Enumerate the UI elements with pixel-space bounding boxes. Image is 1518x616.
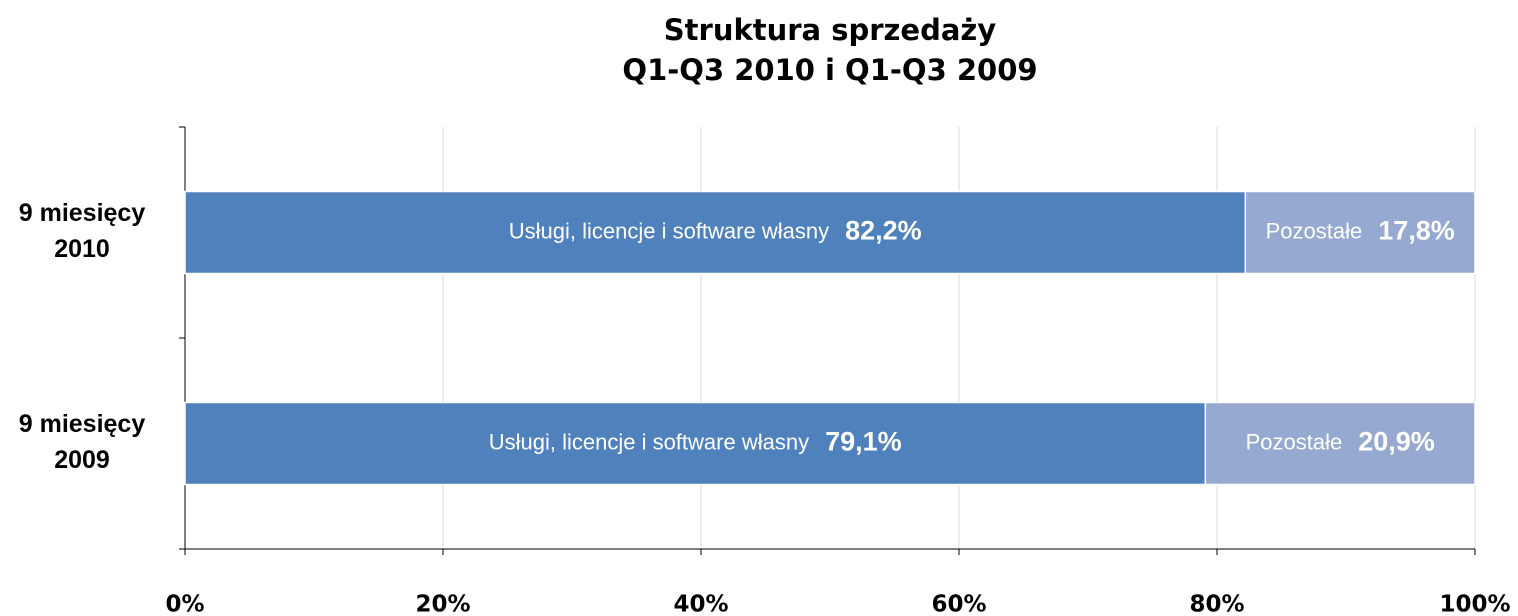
y-tick-label: 2010 <box>54 235 110 263</box>
bar-label: Pozostałe 17,8% <box>1266 216 1455 246</box>
chart-title: Q1-Q3 2010 i Q1-Q3 2009 <box>622 53 1037 87</box>
value-label: 17,8% <box>1378 216 1455 246</box>
bar-label: Usługi, licencje i software własny 79,1% <box>489 427 902 457</box>
x-tick-label: 80% <box>1189 592 1244 616</box>
x-tick-label: 60% <box>931 592 986 616</box>
bar-label: Pozostałe 20,9% <box>1246 427 1435 457</box>
bar-segment <box>1204 401 1476 486</box>
x-tick-label: 20% <box>415 592 470 616</box>
x-tick-label: 100% <box>1439 592 1510 616</box>
series-name: Pozostałe <box>1246 429 1343 454</box>
bar-segment <box>184 190 1247 275</box>
bar-segment <box>184 401 1207 486</box>
series-name: Usługi, licencje i software własny <box>489 429 809 454</box>
y-tick-label: 9 miesięcy <box>19 199 146 227</box>
y-tick-label: 9 miesięcy <box>19 410 146 438</box>
bar-label: Usługi, licencje i software własny 82,2% <box>509 216 922 246</box>
bar-segment <box>1244 190 1476 275</box>
y-tick-label: 2009 <box>54 446 110 474</box>
value-label: 79,1% <box>825 427 902 457</box>
value-label: 20,9% <box>1358 427 1435 457</box>
value-label: 82,2% <box>845 216 922 246</box>
chart-title: Struktura sprzedaży <box>664 13 997 47</box>
x-tick-label: 40% <box>673 592 728 616</box>
series-name: Pozostałe <box>1266 218 1363 243</box>
x-tick-label: 0% <box>165 592 204 616</box>
series-name: Usługi, licencje i software własny <box>509 218 829 243</box>
